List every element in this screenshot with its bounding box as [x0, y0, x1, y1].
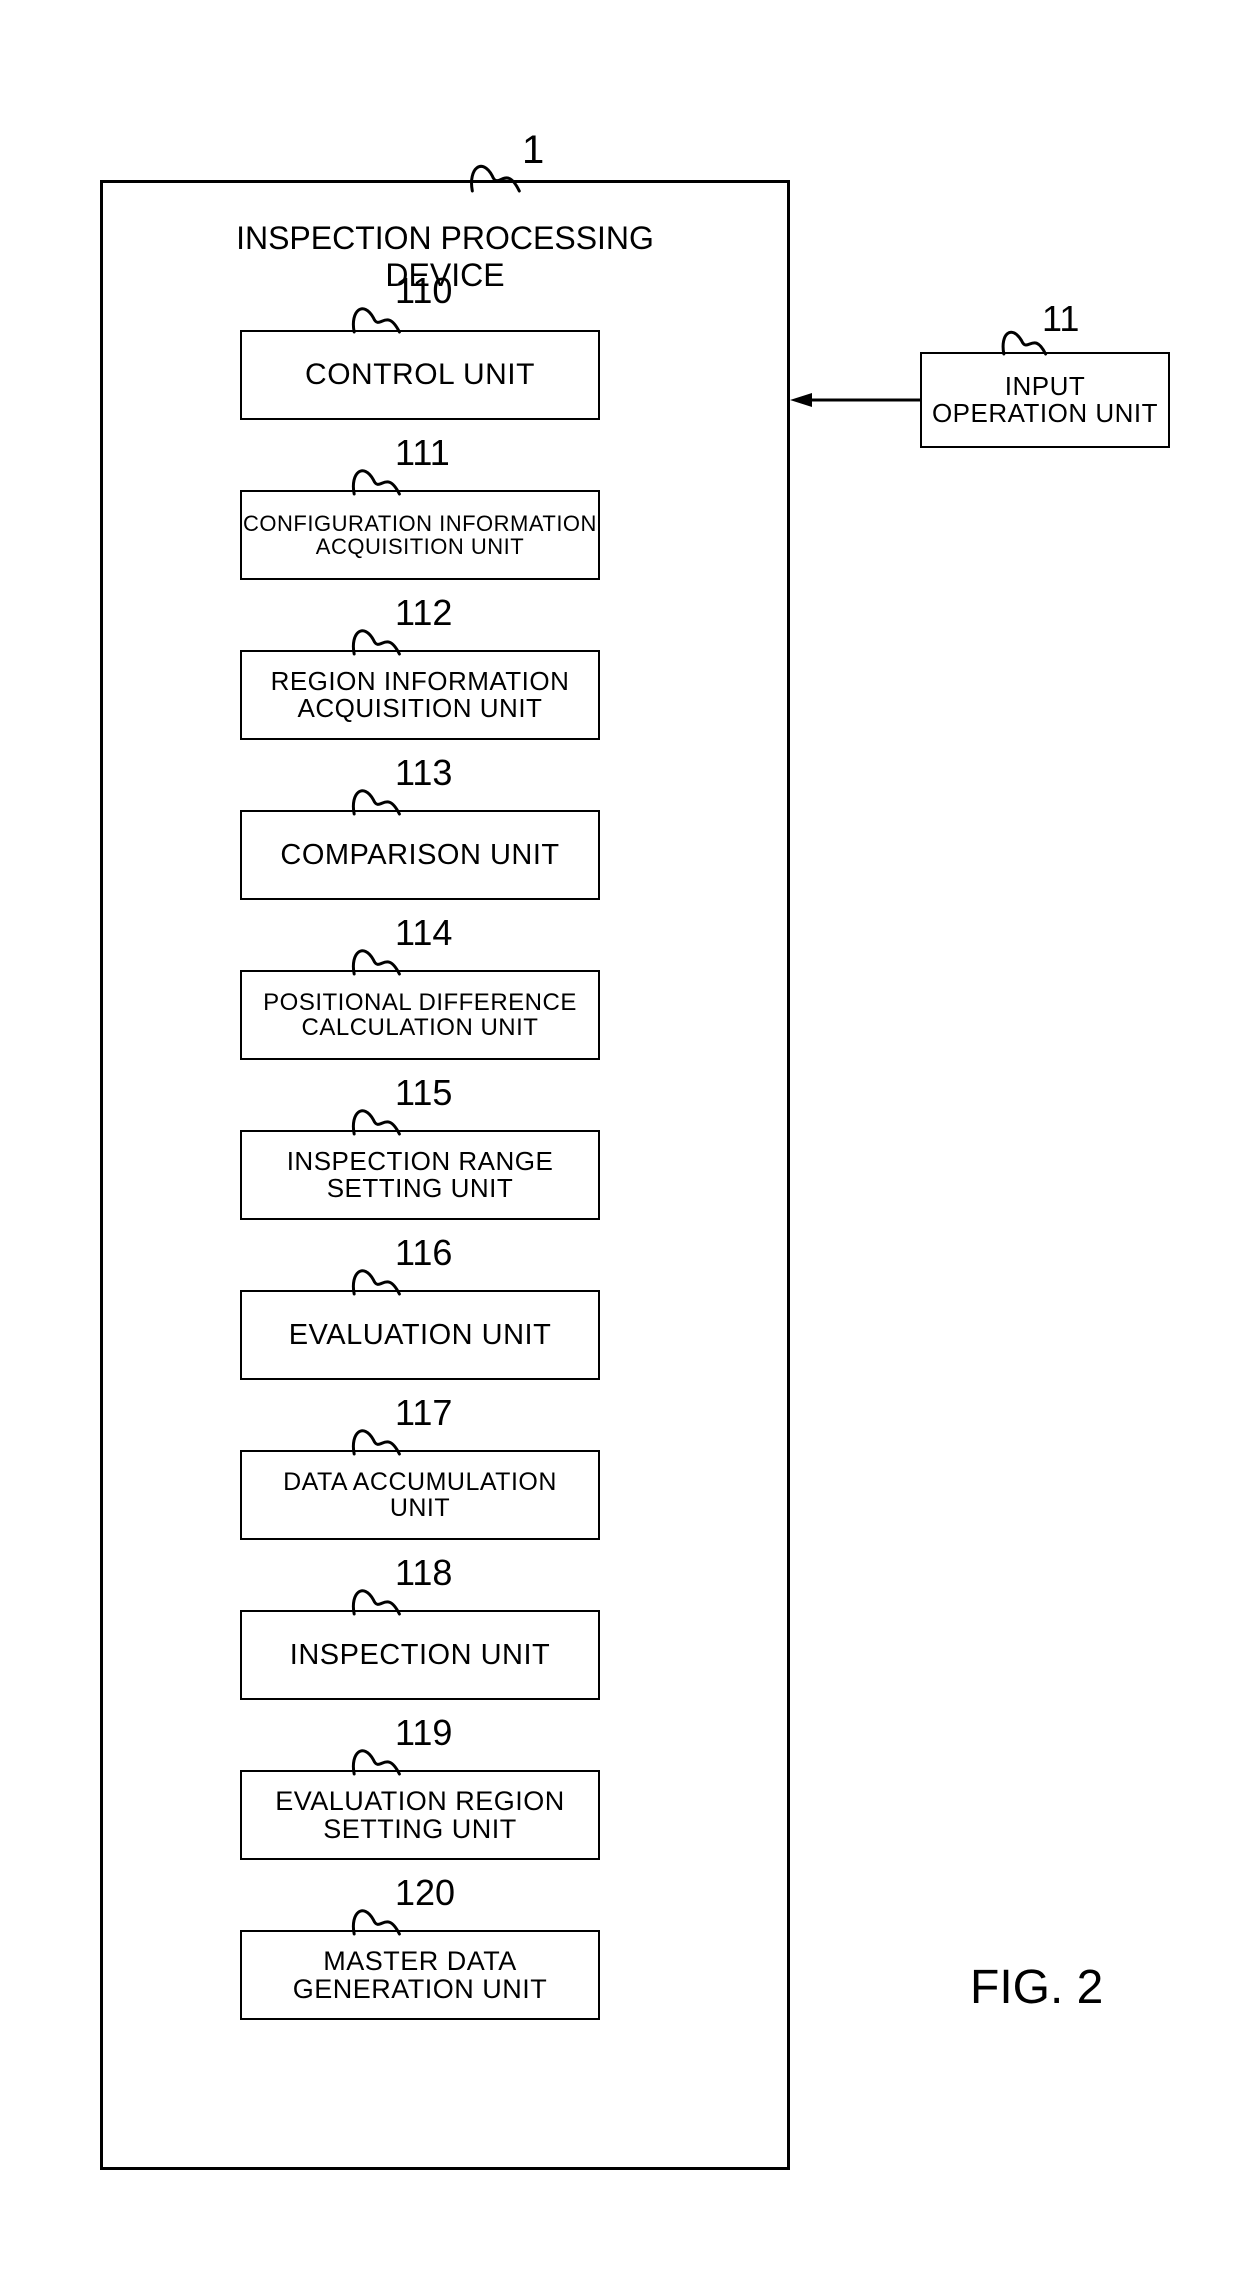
unit-box-label: EVALUATION REGIONSETTING UNIT: [275, 1787, 565, 1844]
unit-box-label: CONTROL UNIT: [305, 359, 535, 391]
unit-ref-number: 111: [395, 432, 450, 474]
unit-box-label: EVALUATION UNIT: [289, 1320, 552, 1350]
unit-box-label: CONFIGURATION INFORMATIONACQUISITION UNI…: [243, 512, 597, 558]
unit-ref-number: 116: [395, 1232, 452, 1274]
diagram-canvas: INSPECTION PROCESSING DEVICE 1 11 INPUT …: [0, 0, 1240, 2284]
input-operation-unit-label: INPUT OPERATION UNIT: [932, 373, 1158, 428]
unit-box-label: COMPARISON UNIT: [280, 840, 559, 870]
unit-box-label: DATA ACCUMULATIONUNIT: [283, 1469, 557, 1522]
unit-ref-number: 120: [395, 1872, 455, 1914]
unit-box: CONFIGURATION INFORMATIONACQUISITION UNI…: [240, 490, 600, 580]
unit-ref-number: 118: [395, 1552, 452, 1594]
unit-ref-number: 114: [395, 912, 452, 954]
unit-box: REGION INFORMATIONACQUISITION UNIT: [240, 650, 600, 740]
unit-ref-number: 112: [395, 592, 452, 634]
unit-box: EVALUATION REGIONSETTING UNIT: [240, 1770, 600, 1860]
unit-ref-number: 113: [395, 752, 452, 794]
unit-box: INSPECTION UNIT: [240, 1610, 600, 1700]
unit-ref-number: 115: [395, 1072, 452, 1114]
unit-box: POSITIONAL DIFFERENCECALCULATION UNIT: [240, 970, 600, 1060]
unit-ref-number: 117: [395, 1392, 452, 1434]
unit-box: DATA ACCUMULATIONUNIT: [240, 1450, 600, 1540]
figure-label: FIG. 2: [970, 1960, 1103, 2015]
input-unit-ref-number: 11: [1042, 298, 1079, 340]
unit-ref-number: 110: [395, 270, 452, 312]
unit-box: EVALUATION UNIT: [240, 1290, 600, 1380]
unit-box: INSPECTION RANGESETTING UNIT: [240, 1130, 600, 1220]
unit-box-label: POSITIONAL DIFFERENCECALCULATION UNIT: [263, 990, 577, 1040]
input-operation-unit-box: INPUT OPERATION UNIT: [920, 352, 1170, 448]
outer-ref-number: 1: [522, 128, 544, 173]
input-unit-label-line2: OPERATION UNIT: [932, 400, 1158, 427]
unit-box-label: REGION INFORMATIONACQUISITION UNIT: [271, 668, 570, 723]
input-unit-label-line1: INPUT: [932, 373, 1158, 400]
unit-box-label: INSPECTION UNIT: [290, 1640, 550, 1670]
unit-box: COMPARISON UNIT: [240, 810, 600, 900]
unit-box-label: INSPECTION RANGESETTING UNIT: [287, 1148, 554, 1203]
unit-box: MASTER DATAGENERATION UNIT: [240, 1930, 600, 2020]
input-unit-ref-mark-icon: [1000, 322, 1048, 356]
unit-box-label: MASTER DATAGENERATION UNIT: [293, 1947, 548, 2004]
unit-ref-number: 119: [395, 1712, 452, 1754]
input-to-device-arrow-icon: [790, 390, 920, 410]
unit-box: CONTROL UNIT: [240, 330, 600, 420]
